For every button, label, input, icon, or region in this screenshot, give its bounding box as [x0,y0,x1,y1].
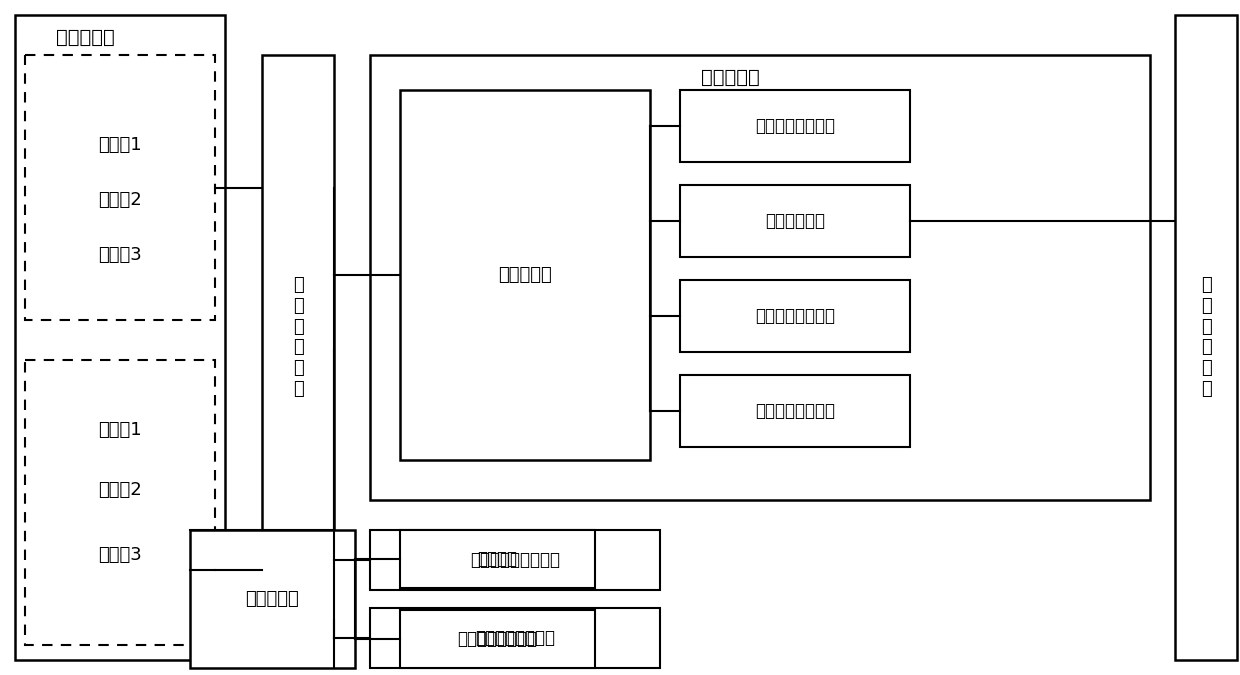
Text: 人脸识别单元: 人脸识别单元 [765,212,825,230]
Text: 第一处理器: 第一处理器 [498,266,552,284]
Text: 摄像机3: 摄像机3 [98,546,141,564]
Text: 判断单元: 判断单元 [477,550,517,568]
Text: 目标人物定位单元: 目标人物定位单元 [755,402,835,420]
Bar [370,530,660,590]
Text: 第一无线通信单元: 第一无线通信单元 [755,117,835,135]
Bar [25,55,215,320]
Text: 数
据
交
换
单
元: 数 据 交 换 单 元 [293,276,304,398]
Text: 中控服务器: 中控服务器 [701,68,759,86]
Text: 摄像机1: 摄像机1 [98,136,141,154]
Text: 第二处理器: 第二处理器 [246,590,299,608]
Text: 摄像机3: 摄像机3 [98,246,141,264]
Text: 摄像机2: 摄像机2 [98,191,141,209]
Bar [680,90,910,162]
Bar [680,375,910,447]
Text: 三
维
成
像
单
元: 三 维 成 像 单 元 [1200,276,1211,398]
Bar [25,360,215,645]
Bar [15,15,224,660]
Text: 摄像机1: 摄像机1 [98,421,141,439]
Bar [262,55,334,620]
Bar [370,55,1149,500]
Text: 第二无线通信单元: 第二无线通信单元 [458,630,537,648]
Bar [190,530,355,668]
Text: 目标人物锁定单元: 目标人物锁定单元 [755,307,835,325]
Bar [401,530,595,588]
Text: 摄像机2: 摄像机2 [98,481,141,499]
Text: 监控视频存储单元: 监控视频存储单元 [475,629,556,647]
Bar [680,185,910,257]
Bar [401,90,650,460]
Bar [401,610,595,668]
Bar [1176,15,1238,660]
Bar [680,280,910,352]
Text: 直播视频流显示单元: 直播视频流显示单元 [470,551,560,569]
Text: 摄像机集群: 摄像机集群 [56,28,114,47]
Bar [370,608,660,668]
